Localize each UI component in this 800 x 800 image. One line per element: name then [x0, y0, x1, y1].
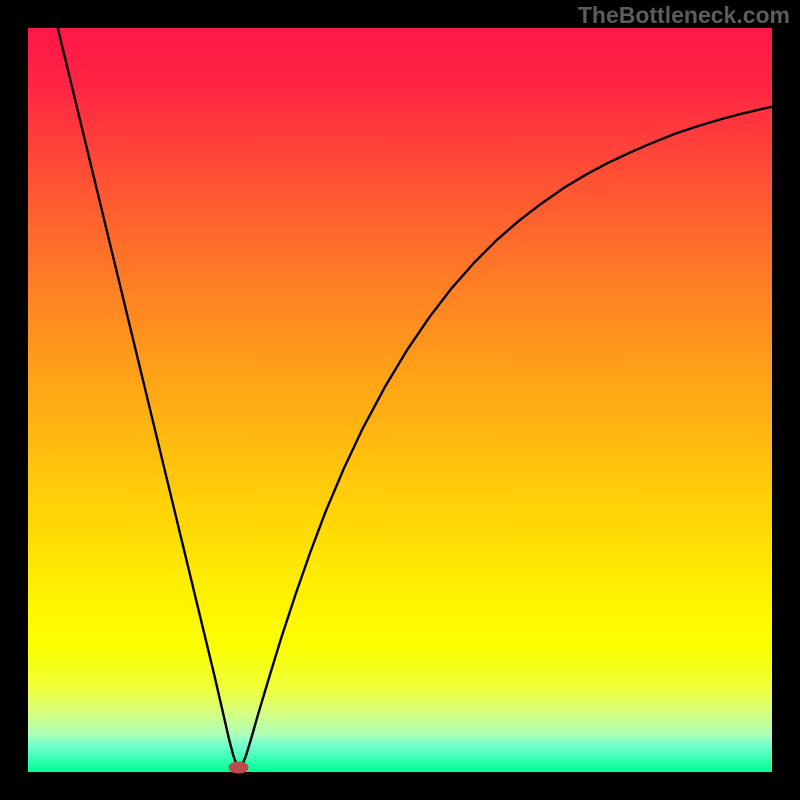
- gradient-plot: [0, 0, 800, 800]
- watermark-text: TheBottleneck.com: [578, 2, 790, 29]
- min-marker: [229, 762, 249, 774]
- chart-frame: TheBottleneck.com: [0, 0, 800, 800]
